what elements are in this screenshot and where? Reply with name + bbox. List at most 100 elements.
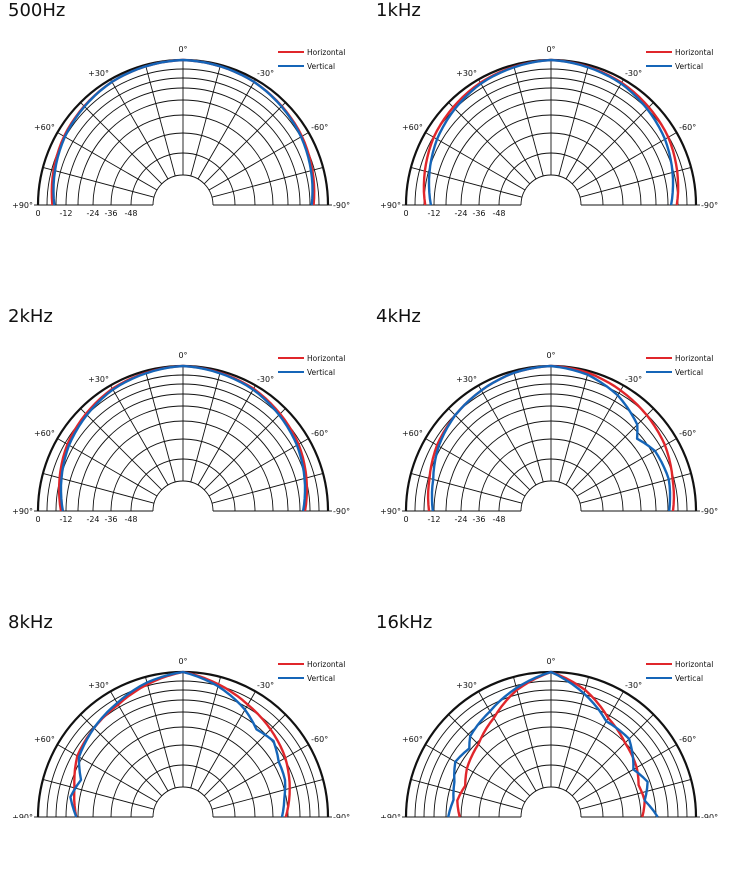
angle-label: 0° <box>546 45 555 54</box>
grid-spoke <box>197 79 256 180</box>
grid-spoke <box>448 408 531 491</box>
grid-spoke <box>203 714 286 797</box>
grid-spoke <box>145 64 176 177</box>
legend-label-vertical: Vertical <box>307 674 335 683</box>
grid-ring <box>152 786 214 818</box>
legend-label-vertical: Vertical <box>307 368 335 377</box>
grid-spoke <box>513 64 544 177</box>
angle-label: +30° <box>456 375 477 384</box>
radial-label: -24 <box>454 515 467 524</box>
grid-ring <box>152 480 214 512</box>
grid-spoke <box>57 744 158 803</box>
radial-label: 0 <box>403 515 408 524</box>
polar-grid <box>34 364 332 512</box>
polar-panel-8khz: 8kHz +90°+60°+30°0°-30°-60°-90°0-12-24-3… <box>0 612 360 872</box>
radial-label: -12 <box>427 515 440 524</box>
polar-plot-16khz: +90°+60°+30°0°-30°-60°-90°0-12-24-36-48H… <box>380 657 718 818</box>
grid-spoke <box>478 385 537 486</box>
angle-label: +90° <box>12 201 33 210</box>
angle-label: -60° <box>679 123 696 132</box>
radial-label: -48 <box>124 515 137 524</box>
angle-label: +60° <box>34 429 55 438</box>
angle-label: +90° <box>12 813 33 818</box>
grid-spoke <box>565 79 624 180</box>
radial-label: -36 <box>472 515 485 524</box>
panel-title: 500Hz <box>8 0 66 21</box>
grid-spoke <box>208 744 309 803</box>
radial-label: -48 <box>124 209 137 218</box>
polar-grid <box>34 670 332 818</box>
grid-spoke <box>425 744 526 803</box>
angle-label: 0° <box>178 45 187 54</box>
polar-grid <box>402 58 700 206</box>
angle-label: -60° <box>311 123 328 132</box>
grid-spoke <box>211 779 324 810</box>
grid-spoke <box>565 385 624 486</box>
angle-label: -90° <box>701 507 718 516</box>
grid-spoke <box>110 79 169 180</box>
polar-plot-8khz: +90°+60°+30°0°-30°-60°-90°0-12-24-36-48H… <box>12 657 350 818</box>
grid-spoke <box>203 408 286 491</box>
panel-title: 16kHz <box>376 612 433 633</box>
radial-label: -12 <box>59 515 72 524</box>
angle-label: +30° <box>456 681 477 690</box>
grid-spoke <box>579 779 692 810</box>
panel-title: 1kHz <box>376 0 421 21</box>
grid-spoke <box>558 370 589 483</box>
angle-label: -60° <box>679 735 696 744</box>
grid-spoke <box>513 676 544 789</box>
legend: Horizontal Vertical <box>646 48 713 71</box>
angle-label: 0° <box>178 351 187 360</box>
grid-spoke <box>145 676 176 789</box>
legend-label-vertical: Vertical <box>675 674 703 683</box>
grid-spoke <box>579 167 692 198</box>
grid-spoke <box>425 132 526 191</box>
grid-spoke <box>208 438 309 497</box>
series-line-vertical <box>430 364 672 512</box>
angle-label: -90° <box>701 813 718 818</box>
angle-label: -60° <box>311 735 328 744</box>
radial-label: -24 <box>86 515 99 524</box>
grid-spoke <box>410 167 523 198</box>
polar-plot-500hz: +90° +60° +30° 0° -30° -60° -90° 0 -12 -24 -36 -48 H… <box>12 45 350 218</box>
grid-spoke <box>203 102 286 185</box>
angle-label: -90° <box>333 201 350 210</box>
grid-spoke <box>208 132 309 191</box>
grid-spoke <box>197 691 256 792</box>
grid-spoke <box>513 370 544 483</box>
legend-label-horizontal: Horizontal <box>675 660 713 669</box>
angle-label: +60° <box>402 429 423 438</box>
legend-label-horizontal: Horizontal <box>307 660 345 669</box>
grid-spoke <box>80 408 163 491</box>
legend-label-vertical: Vertical <box>675 62 703 71</box>
radial-label: -48 <box>492 209 505 218</box>
angle-label: -30° <box>257 681 274 690</box>
series-line-vertical <box>69 670 287 818</box>
polar-panel-500hz: 500Hz +90° +60° +30° 0° -30° -60° -90° 0 -12 -24-… <box>0 0 360 260</box>
grid-spoke <box>558 64 589 177</box>
angle-label: +90° <box>380 813 401 818</box>
angle-label: -90° <box>701 201 718 210</box>
legend-label-horizontal: Horizontal <box>675 48 713 57</box>
grid-spoke <box>425 438 526 497</box>
grid-spoke <box>576 132 677 191</box>
grid-spoke <box>571 714 654 797</box>
radial-label: -36 <box>104 209 117 218</box>
angle-label: -30° <box>625 681 642 690</box>
angle-label: +60° <box>402 735 423 744</box>
grid-spoke <box>576 438 677 497</box>
grid-spoke <box>110 385 169 486</box>
grid-spoke <box>42 779 155 810</box>
angle-label: +30° <box>88 681 109 690</box>
angle-label: 0° <box>546 657 555 666</box>
grid-spoke <box>448 102 531 185</box>
legend-label-horizontal: Horizontal <box>307 354 345 363</box>
series-line-vertical <box>59 364 307 512</box>
series-line-vertical <box>427 58 675 206</box>
angle-label: +30° <box>88 375 109 384</box>
angle-label: -30° <box>257 69 274 78</box>
radial-label: 0 <box>35 209 40 218</box>
series-line-vertical <box>52 58 314 206</box>
radial-label: -24 <box>454 209 467 218</box>
polar-plot-1khz: +90° +60° +30° 0° -30° -60° -90° 0 -12 -24 -36 -48 H… <box>380 45 718 218</box>
